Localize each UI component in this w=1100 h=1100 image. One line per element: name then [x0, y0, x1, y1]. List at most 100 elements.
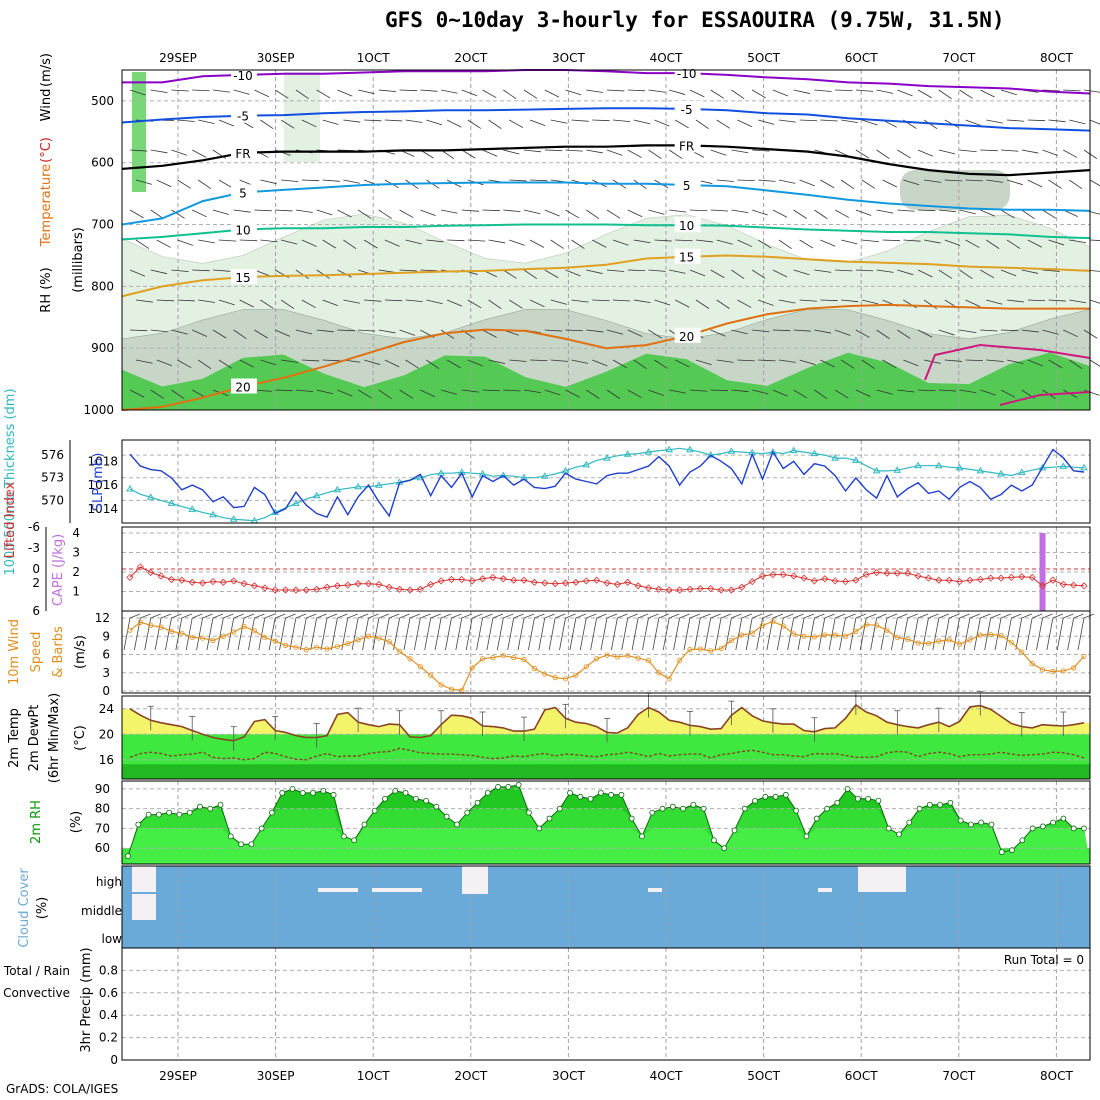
wind-barb: [488, 239, 506, 244]
wind-barb: [399, 89, 418, 92]
thickness-marker: [727, 447, 736, 454]
wind-barb: [944, 179, 963, 182]
wind-barb: [129, 269, 146, 277]
wind-barb: [185, 617, 193, 651]
wind-barb: [924, 239, 941, 244]
rh-marker: [782, 791, 789, 798]
wind-barb: [358, 329, 376, 332]
wind-barb: [959, 329, 977, 334]
wind-barb: [710, 89, 725, 99]
y-tick-label: 1014: [87, 502, 118, 516]
wind-barb: [384, 119, 403, 122]
rh-marker: [443, 813, 450, 820]
rh-marker: [166, 809, 173, 816]
wind-barb: [737, 179, 755, 182]
wind-barb: [799, 179, 815, 187]
wind-barb: [565, 149, 583, 152]
wind-barb: [295, 613, 307, 619]
wind-barb: [129, 329, 148, 332]
wind-barb: [1042, 269, 1060, 272]
x-tick-label: 5OCT: [747, 51, 780, 65]
wind-barb: [772, 89, 789, 97]
wind-speed-marker: [531, 665, 538, 672]
lifted-index-marker: [800, 574, 808, 582]
wind-barb: [1000, 389, 1016, 398]
wind-barb: [212, 89, 230, 93]
wind-barb: [513, 613, 524, 619]
wind-barb: [606, 89, 625, 92]
wind-barb: [150, 209, 164, 220]
y-tick-label: 6: [32, 604, 40, 618]
wind-barb: [206, 617, 214, 651]
lifted-index-marker: [250, 582, 258, 590]
wind-barb: [586, 149, 603, 154]
lifted-index-marker: [1049, 576, 1057, 584]
rh-marker: [937, 801, 943, 808]
wind-barb: [364, 359, 381, 365]
wind-barb: [841, 119, 858, 124]
wind-speed-marker: [314, 644, 320, 650]
wind-barb: [135, 359, 153, 364]
wind-barb: [1027, 359, 1043, 367]
wind-barb: [171, 329, 188, 335]
wind-speed-marker: [635, 655, 641, 661]
wind-barb: [903, 299, 917, 309]
wind-barb: [192, 329, 208, 337]
wind-speed-marker: [625, 653, 631, 659]
wind-barb: [529, 239, 545, 248]
y-axis-label: 10m Wind: [7, 619, 22, 685]
wind-speed-marker: [324, 646, 330, 652]
lifted-index-marker: [696, 585, 704, 593]
wind-barb: [592, 239, 607, 248]
y-tick-label: 500: [91, 94, 114, 108]
rh-marker: [1060, 815, 1067, 822]
rh-marker: [279, 789, 286, 796]
wind-barb: [980, 389, 996, 396]
wind-barb: [1011, 613, 1022, 619]
wind-barb: [175, 617, 183, 651]
wind-speed-marker: [1039, 667, 1046, 673]
footer-credit: GrADS: COLA/IGES: [6, 1082, 119, 1096]
wind-barb: [523, 269, 538, 280]
wind-barb: [482, 209, 500, 212]
wind-barb: [938, 269, 953, 279]
wind-barb: [778, 359, 796, 363]
lifted-index-marker: [271, 586, 279, 594]
wind-barb: [268, 617, 276, 651]
rh-marker: [628, 815, 635, 822]
wind-barb: [648, 329, 662, 339]
wind-speed-marker: [687, 647, 693, 653]
contour-label-bg: [231, 269, 257, 285]
lifted-index-marker: [738, 583, 746, 591]
wind-barb: [1032, 613, 1043, 619]
wind-barb: [248, 617, 255, 651]
wind-barb: [965, 299, 981, 307]
wind-barb: [633, 119, 651, 125]
wind-barb: [320, 617, 328, 651]
rh-marker: [392, 787, 399, 794]
rh-marker: [556, 805, 563, 812]
contour-label-bg: [231, 378, 257, 394]
wind-barb: [924, 179, 941, 183]
wind-barb: [455, 617, 463, 651]
rh-marker: [135, 821, 142, 828]
wind-barb: [171, 209, 185, 219]
lifted-index-marker: [375, 580, 383, 588]
y-tick-label: 20: [99, 727, 114, 741]
wind-barb: [330, 617, 338, 651]
wind-barb: [260, 359, 277, 366]
wind-barb: [482, 149, 498, 157]
wind-barb: [876, 89, 894, 94]
wind-speed-marker: [168, 628, 175, 634]
wind-barb: [426, 119, 443, 126]
wind-barb: [202, 613, 213, 619]
lifted-index-marker: [136, 563, 144, 571]
lifted-index-marker: [935, 576, 943, 584]
wind-barb: [1001, 329, 1019, 332]
wind-barb: [571, 239, 585, 249]
wind-barb: [372, 617, 380, 651]
wind-barb: [420, 209, 436, 217]
wind-barb: [1069, 359, 1083, 370]
x-tick-label: 30SEP: [257, 1069, 295, 1083]
wind-barb: [337, 613, 348, 619]
